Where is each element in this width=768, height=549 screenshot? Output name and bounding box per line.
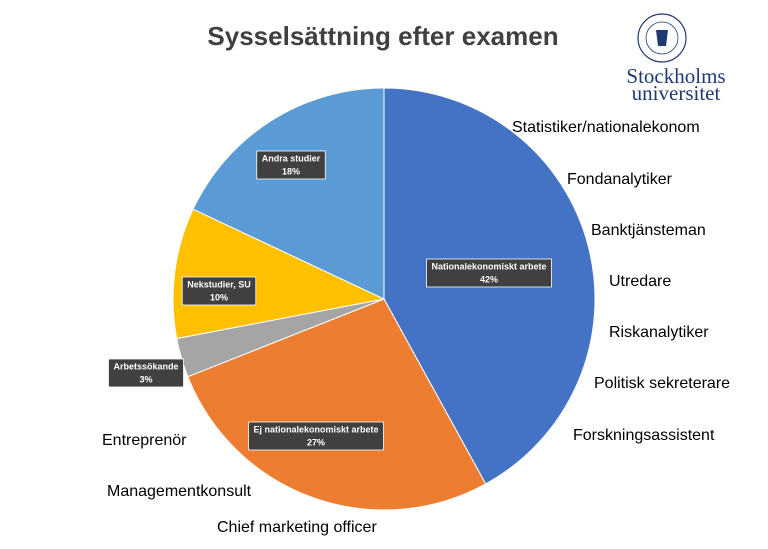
logo: Stockholms universitet xyxy=(626,13,726,105)
annotation: Politisk sekreterare xyxy=(594,375,730,392)
data-label-name: Ej nationalekonomiskt arbete xyxy=(253,424,378,434)
logo-line2: universitet xyxy=(632,81,721,105)
data-label: Ej nationalekonomiskt arbete 27% xyxy=(248,421,384,451)
data-label-name: Andra studier xyxy=(262,153,321,163)
annotation: Chief marketing officer xyxy=(217,519,377,536)
data-label-box xyxy=(108,358,184,388)
pie-slice xyxy=(172,208,386,340)
annotation: Forskningsassistent xyxy=(573,427,715,444)
logo-seal xyxy=(637,13,687,63)
data-label: Nekstudier, SU 10% xyxy=(181,276,257,306)
data-label-value: 27% xyxy=(307,437,325,447)
data-label-box xyxy=(248,421,384,451)
data-label-value: 3% xyxy=(139,374,152,384)
data-label-name: Nationalekonomiskt arbete xyxy=(431,261,546,271)
data-label: Andra studier 18% xyxy=(256,150,326,180)
annotation: Statistiker/nationalekonom xyxy=(512,119,700,136)
logo-crown xyxy=(656,30,668,46)
annotation: Managementkonsult xyxy=(107,483,252,500)
annotation: Fondanalytiker xyxy=(567,171,673,188)
data-label-value: 42% xyxy=(480,274,498,284)
annotation: Banktjänsteman xyxy=(591,222,706,239)
data-label-box xyxy=(256,150,326,180)
annotation: Riskanalytiker xyxy=(609,324,709,341)
data-label: Nationalekonomiskt arbete 42% xyxy=(426,258,552,288)
pie-slice xyxy=(192,87,385,300)
data-label-box xyxy=(426,258,552,288)
logo-line1: Stockholms xyxy=(626,64,725,88)
annotation: Entreprenör xyxy=(102,432,187,449)
data-label-value: 18% xyxy=(282,166,300,176)
data-label-name: Nekstudier, SU xyxy=(187,279,251,289)
chart-title: Sysselsättning efter examen xyxy=(207,21,558,51)
logo-seal-inner xyxy=(645,21,679,55)
data-label-name: Arbetssökande xyxy=(113,361,178,371)
annotation: Utredare xyxy=(609,273,671,290)
data-label-box xyxy=(181,276,257,306)
data-label: Arbetssökande 3% xyxy=(108,358,184,388)
pie-slice xyxy=(187,298,487,511)
data-label-value: 10% xyxy=(210,292,228,302)
